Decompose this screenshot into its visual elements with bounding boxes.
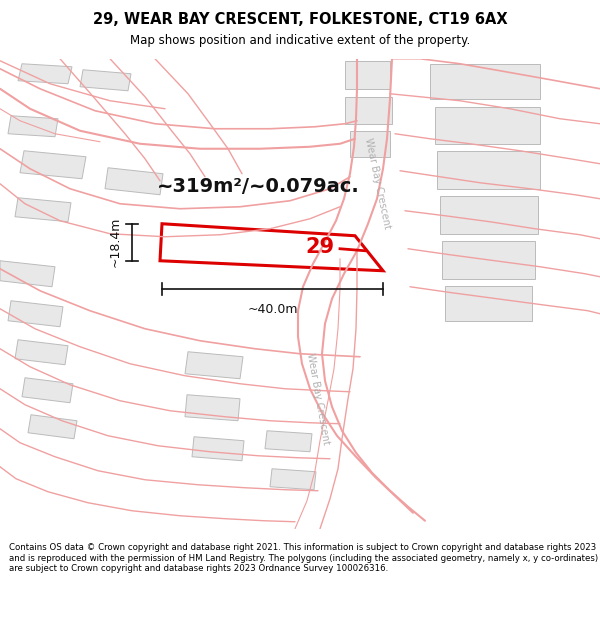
Polygon shape xyxy=(28,415,77,439)
Text: ~18.4m: ~18.4m xyxy=(109,217,122,268)
Polygon shape xyxy=(15,198,71,222)
Text: Contains OS data © Crown copyright and database right 2021. This information is : Contains OS data © Crown copyright and d… xyxy=(9,543,598,573)
Polygon shape xyxy=(185,352,243,379)
Polygon shape xyxy=(265,431,312,452)
Text: Wear Bay Crescent: Wear Bay Crescent xyxy=(364,138,392,230)
Text: Wear Bay Crescent: Wear Bay Crescent xyxy=(305,352,331,446)
Polygon shape xyxy=(8,301,63,327)
Polygon shape xyxy=(0,261,55,287)
Polygon shape xyxy=(20,151,86,179)
Polygon shape xyxy=(15,340,68,365)
Polygon shape xyxy=(185,395,240,421)
Text: ~319m²/~0.079ac.: ~319m²/~0.079ac. xyxy=(157,177,359,196)
Polygon shape xyxy=(18,64,72,84)
Polygon shape xyxy=(442,241,535,279)
Polygon shape xyxy=(445,286,532,321)
Text: 29: 29 xyxy=(305,237,334,257)
Polygon shape xyxy=(80,70,131,91)
Polygon shape xyxy=(440,196,538,234)
Polygon shape xyxy=(430,64,540,99)
Text: Map shows position and indicative extent of the property.: Map shows position and indicative extent… xyxy=(130,34,470,47)
Polygon shape xyxy=(437,151,540,189)
Polygon shape xyxy=(105,168,163,195)
Polygon shape xyxy=(435,107,540,144)
Polygon shape xyxy=(270,469,316,490)
Polygon shape xyxy=(8,116,58,137)
Polygon shape xyxy=(345,97,392,124)
Polygon shape xyxy=(192,437,244,461)
Text: 29, WEAR BAY CRESCENT, FOLKESTONE, CT19 6AX: 29, WEAR BAY CRESCENT, FOLKESTONE, CT19 … xyxy=(92,12,508,27)
Text: ~40.0m: ~40.0m xyxy=(247,302,298,316)
Polygon shape xyxy=(22,378,73,402)
Polygon shape xyxy=(345,61,390,89)
Polygon shape xyxy=(350,131,390,157)
